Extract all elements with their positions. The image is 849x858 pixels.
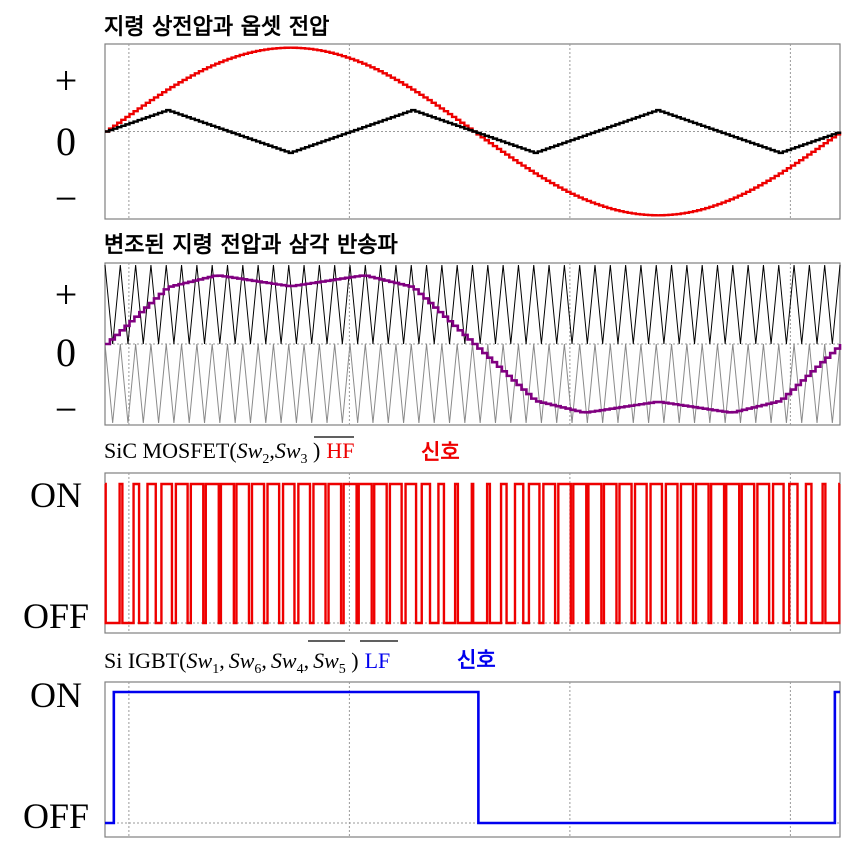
panel4-title-band: LF	[365, 648, 391, 673]
panel4-title-comma3: ,	[304, 648, 310, 673]
panel3-title-sw3-sub: 3	[301, 452, 308, 467]
panel3-title-comma: ,	[269, 438, 275, 463]
panel4-plot	[104, 681, 841, 838]
panel1-ylabel-plus: +	[55, 58, 78, 103]
panel4-title: Si IGBT(Sw1, Sw6, Sw4, Sw5 ) LF	[104, 648, 390, 677]
panel2-series-modulated-reference	[105, 274, 842, 414]
panel4-title-device: Si IGBT(	[104, 648, 187, 673]
panel4-series-lf-signal	[105, 690, 840, 825]
panel4-ylabel-on: ON	[30, 675, 82, 715]
panel3-ylabel-on: ON	[30, 475, 82, 515]
panel3-title: SiC MOSFET(Sw2,Sw3 ) HF	[104, 438, 354, 467]
panel3-title-sw2: Sw	[237, 438, 263, 463]
panel1-plot	[104, 43, 842, 220]
panel4-title-sw6: Sw	[229, 648, 255, 673]
panel4-title-signal: 신호	[457, 648, 496, 672]
panel2-carrier-upper	[104, 264, 841, 345]
panel4-ylabel-off: OFF	[23, 796, 89, 836]
panel4-title-sw1-sub: 1	[212, 662, 219, 677]
panel2-ylabel-zero: 0	[56, 330, 76, 375]
panel3-series-hf-signal	[104, 482, 841, 625]
panel3-title-sw2-sub: 2	[262, 452, 269, 467]
panel1-series-offset-voltage	[105, 108, 842, 155]
panel1-ylabel-zero: 0	[56, 119, 76, 164]
panel1-title: 지령 상전압과 옵셋 전압	[104, 15, 329, 40]
panel1-ylabel-minus: −	[55, 176, 78, 221]
panel4-title-comma1: ,	[219, 648, 225, 673]
panel4-title-sw4-sub: 4	[297, 662, 304, 677]
panel4-title-sw6-sub: 6	[254, 662, 261, 677]
panel4-title-close: )	[346, 648, 359, 673]
panel4-title-sw1: Sw	[187, 648, 213, 673]
panel3-title-device: SiC MOSFET(	[104, 438, 237, 463]
panel2-ylabel-plus: +	[55, 272, 78, 317]
panel3-title-sw3: Sw	[275, 438, 301, 463]
panel4-title-sw4: Sw	[271, 648, 297, 673]
panel4-title-comma2: ,	[261, 648, 267, 673]
panel2-title: 변조된 지령 전압과 삼각 반송파	[104, 233, 399, 258]
panel3-title-band: HF	[326, 438, 354, 463]
panel4-title-sw5-sub: 5	[339, 662, 346, 677]
panel3-ylabel-off: OFF	[23, 596, 89, 636]
panel2-ylabel-minus: −	[55, 387, 78, 432]
panel3-plot	[104, 472, 841, 634]
panel3-title-close: )	[308, 438, 321, 463]
panel3-title-signal: 신호	[421, 440, 460, 464]
panel4-frame	[104, 681, 841, 838]
panel4-title-sw5: Sw	[313, 648, 339, 673]
panel2-plot	[104, 262, 842, 426]
